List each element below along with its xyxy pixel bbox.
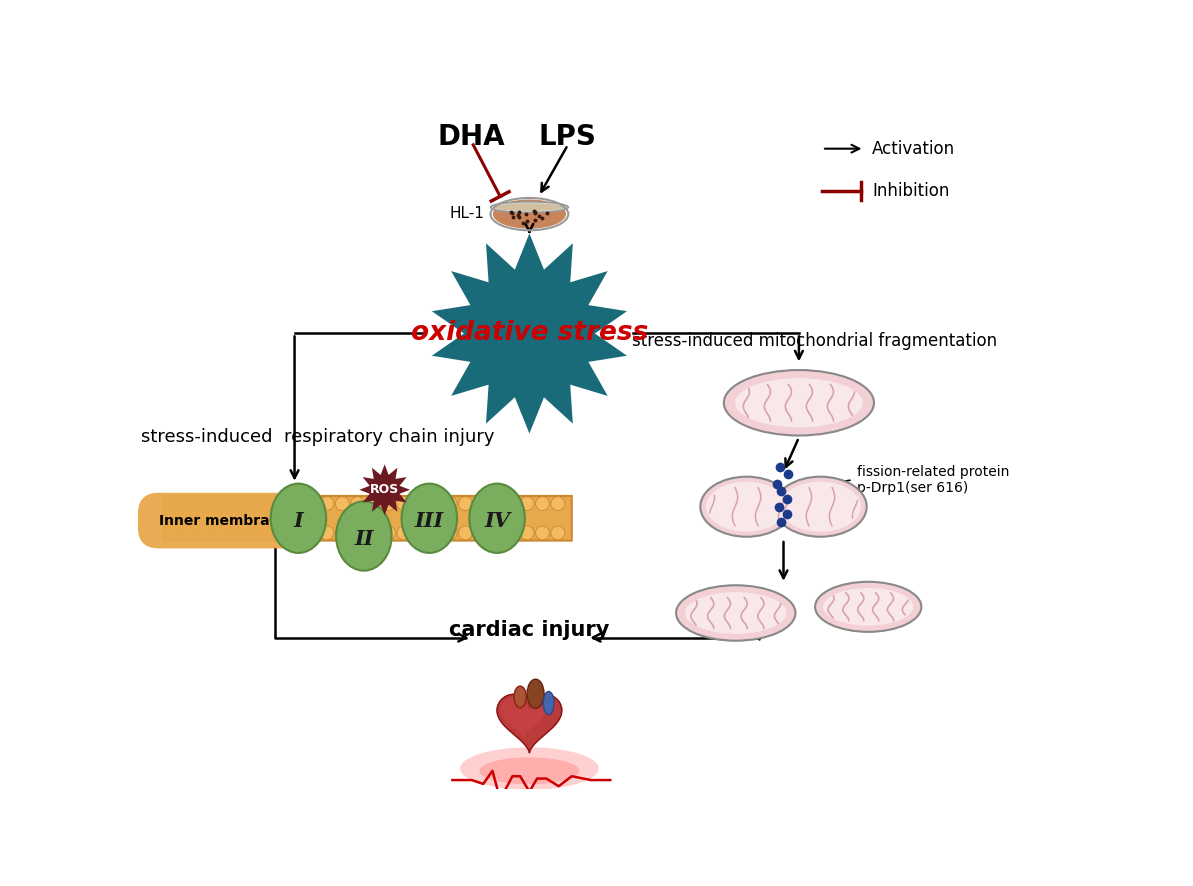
Circle shape	[474, 497, 488, 510]
Ellipse shape	[402, 484, 457, 553]
Circle shape	[428, 497, 441, 510]
Circle shape	[536, 497, 550, 510]
Circle shape	[382, 497, 395, 510]
Circle shape	[489, 526, 503, 540]
FancyBboxPatch shape	[163, 496, 571, 540]
Text: stress-induced mitochondrial fragmentation: stress-induced mitochondrial fragmentati…	[632, 332, 997, 350]
Ellipse shape	[460, 748, 599, 789]
Circle shape	[351, 526, 365, 540]
Ellipse shape	[493, 204, 565, 211]
Circle shape	[289, 526, 303, 540]
Circle shape	[413, 526, 426, 540]
Circle shape	[166, 497, 180, 510]
Ellipse shape	[780, 482, 861, 532]
Circle shape	[320, 497, 334, 510]
Circle shape	[197, 497, 211, 510]
Circle shape	[212, 497, 225, 510]
Text: DHA: DHA	[438, 123, 506, 152]
Ellipse shape	[815, 582, 921, 632]
Ellipse shape	[735, 378, 863, 427]
Circle shape	[505, 497, 519, 510]
Circle shape	[197, 526, 211, 540]
Text: I: I	[293, 511, 303, 532]
Circle shape	[181, 526, 196, 540]
Ellipse shape	[480, 758, 580, 784]
Ellipse shape	[527, 680, 544, 709]
Circle shape	[366, 497, 381, 510]
Circle shape	[243, 497, 256, 510]
Text: stress-induced  respiratory chain injury: stress-induced respiratory chain injury	[141, 429, 494, 447]
Text: HL-1: HL-1	[449, 206, 484, 221]
Circle shape	[551, 497, 564, 510]
Text: II: II	[354, 529, 373, 549]
Circle shape	[520, 497, 534, 510]
Circle shape	[259, 497, 272, 510]
Ellipse shape	[706, 482, 787, 532]
Ellipse shape	[700, 477, 792, 537]
Circle shape	[397, 497, 410, 510]
Ellipse shape	[676, 586, 796, 641]
Ellipse shape	[336, 501, 391, 571]
Circle shape	[443, 497, 457, 510]
Text: Inner membrane: Inner membrane	[159, 514, 289, 527]
Circle shape	[520, 526, 534, 540]
Circle shape	[458, 497, 472, 510]
Circle shape	[181, 497, 196, 510]
Circle shape	[536, 526, 550, 540]
Circle shape	[335, 526, 350, 540]
Text: III: III	[415, 511, 444, 532]
Circle shape	[273, 497, 288, 510]
Circle shape	[228, 526, 241, 540]
Circle shape	[243, 526, 256, 540]
Circle shape	[366, 526, 381, 540]
Circle shape	[351, 497, 365, 510]
Circle shape	[382, 526, 395, 540]
Circle shape	[397, 526, 410, 540]
Polygon shape	[432, 233, 628, 433]
Text: Inhibition: Inhibition	[872, 182, 950, 200]
Text: oxidative stress: oxidative stress	[410, 321, 648, 346]
Text: cardiac injury: cardiac injury	[450, 620, 610, 640]
Circle shape	[228, 497, 241, 510]
Circle shape	[320, 526, 334, 540]
Ellipse shape	[724, 370, 874, 436]
Text: ROS: ROS	[370, 483, 400, 496]
Circle shape	[458, 526, 472, 540]
Text: fission-related protein
p-Drp1(ser 616): fission-related protein p-Drp1(ser 616)	[857, 464, 1009, 495]
Polygon shape	[497, 695, 562, 753]
Circle shape	[304, 497, 319, 510]
Circle shape	[551, 526, 564, 540]
Circle shape	[505, 526, 519, 540]
Text: Activation: Activation	[872, 140, 956, 158]
Ellipse shape	[514, 686, 526, 708]
Circle shape	[259, 526, 272, 540]
Text: IV: IV	[484, 511, 511, 532]
Ellipse shape	[271, 484, 326, 553]
Ellipse shape	[774, 477, 866, 537]
Circle shape	[273, 526, 288, 540]
Circle shape	[428, 526, 441, 540]
Circle shape	[413, 497, 426, 510]
Circle shape	[304, 526, 319, 540]
Ellipse shape	[685, 592, 786, 633]
Ellipse shape	[469, 484, 525, 553]
Circle shape	[335, 497, 350, 510]
Circle shape	[166, 526, 180, 540]
Polygon shape	[359, 464, 410, 515]
Circle shape	[212, 526, 225, 540]
Ellipse shape	[490, 202, 568, 213]
Ellipse shape	[493, 199, 565, 229]
Circle shape	[489, 497, 503, 510]
Polygon shape	[502, 698, 545, 737]
Ellipse shape	[543, 691, 554, 715]
Circle shape	[443, 526, 457, 540]
Ellipse shape	[823, 588, 914, 626]
Circle shape	[474, 526, 488, 540]
Text: LPS: LPS	[539, 123, 596, 152]
Circle shape	[289, 497, 303, 510]
